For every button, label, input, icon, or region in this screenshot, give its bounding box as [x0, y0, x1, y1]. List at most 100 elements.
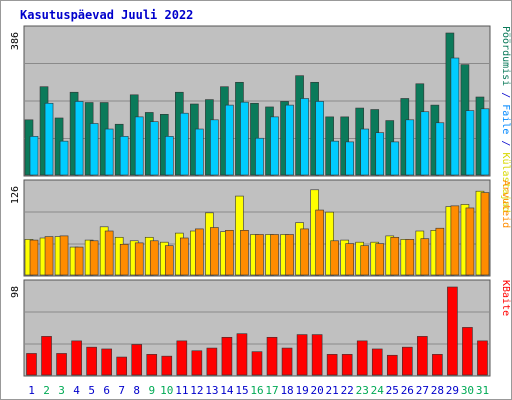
bar-top-faile-24	[375, 132, 385, 176]
bar-top-faile-8	[134, 116, 144, 176]
right-label-top: Pöördumisi / Faile / Külastajad	[500, 26, 511, 213]
bar-mid-arvuteid-13	[210, 227, 219, 276]
bar-bot-kbaite-4	[71, 340, 82, 376]
bar-top-faile-31	[480, 108, 490, 176]
bar-bot-kbaite-13	[206, 347, 218, 376]
bar-mid-arvuteid-5	[89, 240, 99, 276]
right-label-bot-part-0: KBaite	[500, 280, 511, 316]
x-tick-label-28: 28	[431, 384, 444, 397]
bar-top-faile-9	[149, 121, 159, 176]
bar-bot-kbaite-14	[221, 336, 233, 376]
bar-mid-arvuteid-21	[330, 240, 339, 276]
panel-bot: 98	[10, 279, 491, 377]
right-label-top-part-4: Külastajad	[500, 152, 511, 212]
bar-mid-arvuteid-23	[360, 245, 370, 276]
bar-bot-kbaite-16	[251, 351, 263, 376]
bar-bot-kbaite-26	[402, 346, 413, 376]
right-label-top-part-1: /	[500, 86, 511, 104]
x-tick-label-15: 15	[235, 384, 248, 397]
bar-mid-arvuteid-24	[375, 243, 385, 276]
right-label-bot: KBaite	[500, 280, 511, 316]
bar-top-faile-13	[210, 119, 219, 176]
x-tick-label-26: 26	[401, 384, 414, 397]
bar-mid-arvuteid-29	[450, 205, 460, 276]
x-tick-label-29: 29	[446, 384, 459, 397]
x-tick-label-11: 11	[175, 384, 188, 397]
bar-mid-arvuteid-12	[195, 228, 204, 276]
bar-mid-arvuteid-26	[405, 239, 415, 276]
bar-bot-kbaite-17	[266, 336, 278, 376]
bar-bot-kbaite-21	[326, 354, 338, 376]
bar-bot-kbaite-20	[311, 334, 323, 376]
bar-mid-arvuteid-14	[225, 230, 234, 276]
bar-top-faile-5	[89, 123, 99, 176]
bar-top-faile-26	[405, 119, 415, 176]
bar-top-faile-12	[195, 128, 204, 176]
x-tick-label-13: 13	[205, 384, 218, 397]
panel-mid-max-label: 126	[10, 186, 21, 204]
panel-top: 386	[10, 25, 491, 177]
bar-bot-kbaite-6	[101, 348, 112, 376]
panel-mid: 126	[10, 179, 491, 277]
bar-bot-kbaite-9	[146, 354, 158, 376]
x-tick-label-3: 3	[58, 384, 65, 397]
bar-top-faile-1	[29, 136, 39, 176]
x-tick-label-7: 7	[118, 384, 125, 397]
bar-top-faile-30	[465, 110, 475, 176]
right-label-top-part-3: /	[500, 134, 511, 152]
bar-bot-kbaite-28	[432, 354, 443, 376]
bar-top-faile-29	[450, 57, 460, 176]
x-tick-label-20: 20	[311, 384, 324, 397]
bar-top-faile-7	[119, 136, 129, 176]
x-tick-label-22: 22	[341, 384, 354, 397]
bar-top-faile-11	[180, 112, 189, 176]
bar-mid-arvuteid-22	[345, 243, 354, 276]
bar-bot-kbaite-2	[41, 336, 52, 376]
bar-top-faile-10	[164, 136, 174, 176]
bar-mid-arvuteid-10	[164, 245, 174, 276]
x-tick-label-10: 10	[160, 384, 173, 397]
bar-bot-kbaite-11	[176, 340, 188, 376]
bar-top-faile-19	[300, 98, 309, 176]
bar-bot-kbaite-1	[26, 353, 37, 376]
bar-mid-arvuteid-7	[119, 243, 129, 276]
bar-mid-arvuteid-30	[465, 207, 475, 276]
x-tick-label-21: 21	[326, 384, 339, 397]
right-label-top-part-0: Pöördumisi	[500, 26, 511, 86]
right-label-mid: Arvuteid	[500, 180, 511, 228]
x-tick-label-25: 25	[386, 384, 399, 397]
bar-top-faile-21	[330, 140, 339, 176]
x-tick-label-12: 12	[190, 384, 203, 397]
bar-top-faile-22	[345, 141, 354, 176]
bar-bot-kbaite-23	[356, 340, 368, 376]
bar-top-faile-17	[270, 116, 279, 176]
x-axis-labels: 1 2 3 4 5 6 7 8 9 10 11 12 13 14 15 16 17 18 19 20 21 22 23 24 2…	[28, 384, 489, 397]
right-side-labels: Pöördumisi / Faile / KülastajadArvuteidK…	[500, 26, 511, 316]
bar-top-faile-27	[420, 111, 430, 176]
panel-bot-max-label: 98	[10, 286, 21, 298]
panel-top-max-label: 386	[10, 32, 21, 50]
bar-mid-arvuteid-15	[240, 230, 249, 276]
bar-top-faile-28	[435, 122, 445, 176]
bar-top-faile-18	[285, 104, 294, 176]
x-tick-label-6: 6	[103, 384, 110, 397]
bar-mid-arvuteid-25	[390, 236, 400, 276]
x-tick-label-5: 5	[88, 384, 95, 397]
bar-mid-arvuteid-2	[44, 236, 54, 276]
x-tick-label-18: 18	[280, 384, 293, 397]
x-tick-label-24: 24	[371, 384, 385, 397]
bar-bot-kbaite-19	[296, 334, 308, 376]
x-tick-label-2: 2	[43, 384, 50, 397]
bar-bot-kbaite-15	[236, 333, 248, 376]
bar-bot-kbaite-5	[86, 346, 97, 376]
bar-bot-kbaite-27	[417, 336, 428, 376]
bar-bot-kbaite-3	[56, 353, 67, 376]
bar-top-faile-16	[255, 137, 264, 176]
bar-bot-kbaite-29	[447, 286, 458, 376]
bar-mid-arvuteid-3	[59, 235, 69, 276]
bar-mid-arvuteid-1	[29, 239, 39, 276]
bar-top-faile-6	[104, 128, 114, 176]
chart-title: Kasutuspäevad Juuli 2022	[20, 8, 193, 22]
x-tick-label-4: 4	[73, 384, 80, 397]
